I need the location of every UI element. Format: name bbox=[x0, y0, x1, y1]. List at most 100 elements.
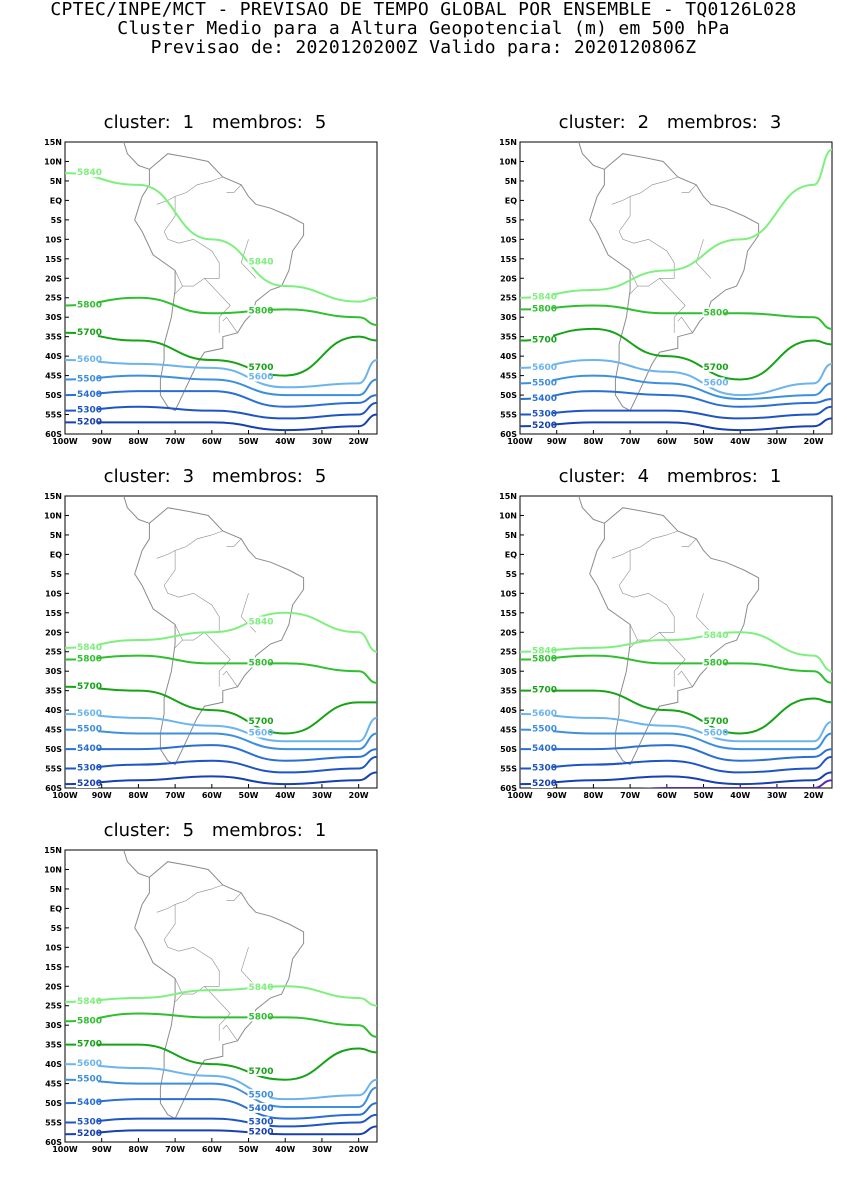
country-border bbox=[174, 285, 183, 295]
members-label: membros: bbox=[211, 466, 303, 487]
contour-label-5800: 5800 bbox=[249, 306, 274, 316]
contour-5200 bbox=[520, 417, 832, 432]
contour-label-5600: 5600 bbox=[77, 709, 102, 719]
lon-tick-label: 100W bbox=[507, 791, 533, 800]
cluster-number: 5 bbox=[182, 820, 195, 841]
lat-tick-label: 25S bbox=[500, 648, 517, 657]
lon-tick-label: 40W bbox=[275, 791, 295, 800]
contour-label-bg bbox=[531, 408, 553, 419]
map-chart: 15N 10N 5N EQ 5S 10S 15S 20S 25S 30S 35S 40S 45S 50S 5… bbox=[499, 138, 833, 446]
lon-tick-label: 20W bbox=[804, 791, 824, 800]
contour-5800 bbox=[520, 304, 832, 330]
country-border bbox=[156, 904, 176, 913]
contour-5840 bbox=[520, 631, 832, 673]
lat-tick-label: 10S bbox=[45, 943, 62, 952]
map-frame bbox=[519, 495, 833, 789]
lat-tick-label: 5S bbox=[506, 216, 518, 225]
lon-tick-label: 50W bbox=[239, 1145, 259, 1154]
country-border bbox=[681, 538, 697, 547]
panel-title: cluster: 2 membros: 3 bbox=[480, 112, 847, 133]
contour-label-bg bbox=[76, 373, 98, 384]
lat-tick-label: 10N bbox=[44, 865, 62, 874]
contour-label-bg bbox=[531, 291, 553, 302]
contour-label-bg bbox=[76, 1058, 98, 1069]
lat-tick-label: 40S bbox=[45, 706, 62, 715]
contour-5500 bbox=[520, 374, 832, 400]
contour-label-bg bbox=[247, 1089, 270, 1100]
lon-tick-label: 40W bbox=[275, 1145, 295, 1154]
contour-5300 bbox=[65, 1113, 377, 1128]
lon-tick-label: 80W bbox=[583, 437, 603, 446]
contour-label-bg bbox=[247, 305, 270, 316]
lat-tick-label: 25S bbox=[45, 1002, 62, 1011]
contour-label-bg bbox=[76, 1128, 98, 1139]
contour-label-bg bbox=[531, 303, 553, 314]
lat-tick-label: 20S bbox=[45, 274, 62, 283]
contour-label-bg bbox=[531, 684, 553, 695]
contour-label-5840: 5840 bbox=[704, 631, 729, 641]
country-border bbox=[659, 278, 686, 333]
lat-tick-label: 15S bbox=[500, 255, 517, 264]
lon-tick-label: 30W bbox=[312, 791, 332, 800]
lat-tick-label: 5S bbox=[51, 216, 63, 225]
contour-label-5840: 5840 bbox=[77, 643, 102, 653]
contour-5400 bbox=[65, 1098, 377, 1120]
contour-label-bg bbox=[247, 371, 270, 382]
cluster-label: cluster: bbox=[558, 112, 626, 133]
contour-label-5700: 5700 bbox=[704, 363, 729, 373]
lat-tick-label: 35S bbox=[45, 687, 62, 696]
contour-label-5840: 5840 bbox=[249, 618, 274, 628]
contour-label-bg bbox=[247, 1102, 270, 1113]
lat-tick-label: 40S bbox=[45, 352, 62, 361]
lat-tick-label: EQ bbox=[505, 550, 517, 559]
contour-label-5800: 5800 bbox=[77, 655, 102, 665]
contour-label-bg bbox=[247, 715, 270, 726]
lat-tick-label: 10S bbox=[500, 589, 517, 598]
lat-tick-label: EQ bbox=[50, 196, 62, 205]
panel-title: cluster: 5 membros: 1 bbox=[25, 820, 405, 841]
contour-label-bg bbox=[247, 361, 270, 372]
contour-label-bg bbox=[247, 657, 270, 668]
contour-5840 bbox=[65, 172, 377, 303]
members-count: 1 bbox=[769, 466, 782, 487]
lon-tick-label: 30W bbox=[767, 791, 787, 800]
coastline-central-america bbox=[123, 142, 150, 170]
lon-tick-label: 60W bbox=[202, 437, 222, 446]
lon-tick-label: 90W bbox=[547, 437, 567, 446]
contour-label-bg bbox=[531, 420, 553, 431]
lat-tick-label: 50S bbox=[45, 391, 62, 400]
contour-label-bg bbox=[247, 982, 270, 993]
contour-label-5700: 5700 bbox=[249, 363, 274, 373]
lon-tick-label: 100W bbox=[52, 1145, 78, 1154]
cluster-panel-3: cluster: 3 membros: 5 15N 10N 5N EQ 5S 10S 15S 20… bbox=[25, 466, 405, 826]
lon-tick-label: 40W bbox=[275, 437, 295, 446]
lat-tick-label: 45S bbox=[45, 372, 62, 381]
contour-label-5200: 5200 bbox=[77, 1129, 102, 1139]
contour-label-5800: 5800 bbox=[532, 655, 557, 665]
lat-tick-label: 15N bbox=[499, 492, 517, 501]
country-border bbox=[618, 180, 667, 232]
header-line-1: CPTEC/INPE/MCT - PREVISAO DE TEMPO GLOBA… bbox=[50, 0, 797, 20]
contour-5600 bbox=[65, 359, 377, 389]
country-border bbox=[211, 530, 223, 536]
coastline-central-america bbox=[123, 850, 150, 878]
lat-tick-label: 5S bbox=[51, 570, 63, 579]
lon-tick-label: 90W bbox=[547, 791, 567, 800]
contour-label-5840: 5840 bbox=[532, 647, 557, 657]
lon-tick-label: 90W bbox=[92, 791, 112, 800]
contour-label-5700: 5700 bbox=[77, 328, 102, 338]
lat-tick-label: 55S bbox=[500, 765, 517, 774]
country-border bbox=[240, 947, 257, 987]
contour-5600 bbox=[520, 359, 832, 397]
country-border bbox=[618, 231, 675, 287]
lat-tick-label: 60S bbox=[45, 430, 62, 439]
country-border bbox=[156, 550, 176, 559]
lat-tick-label: 5S bbox=[506, 570, 518, 579]
lon-tick-label: 70W bbox=[620, 791, 640, 800]
lat-tick-label: 15N bbox=[44, 492, 62, 501]
map-frame bbox=[519, 141, 833, 435]
lat-tick-label: 60S bbox=[500, 430, 517, 439]
members-label: membros: bbox=[666, 466, 758, 487]
lat-tick-label: 35S bbox=[500, 333, 517, 342]
country-border bbox=[211, 884, 223, 890]
